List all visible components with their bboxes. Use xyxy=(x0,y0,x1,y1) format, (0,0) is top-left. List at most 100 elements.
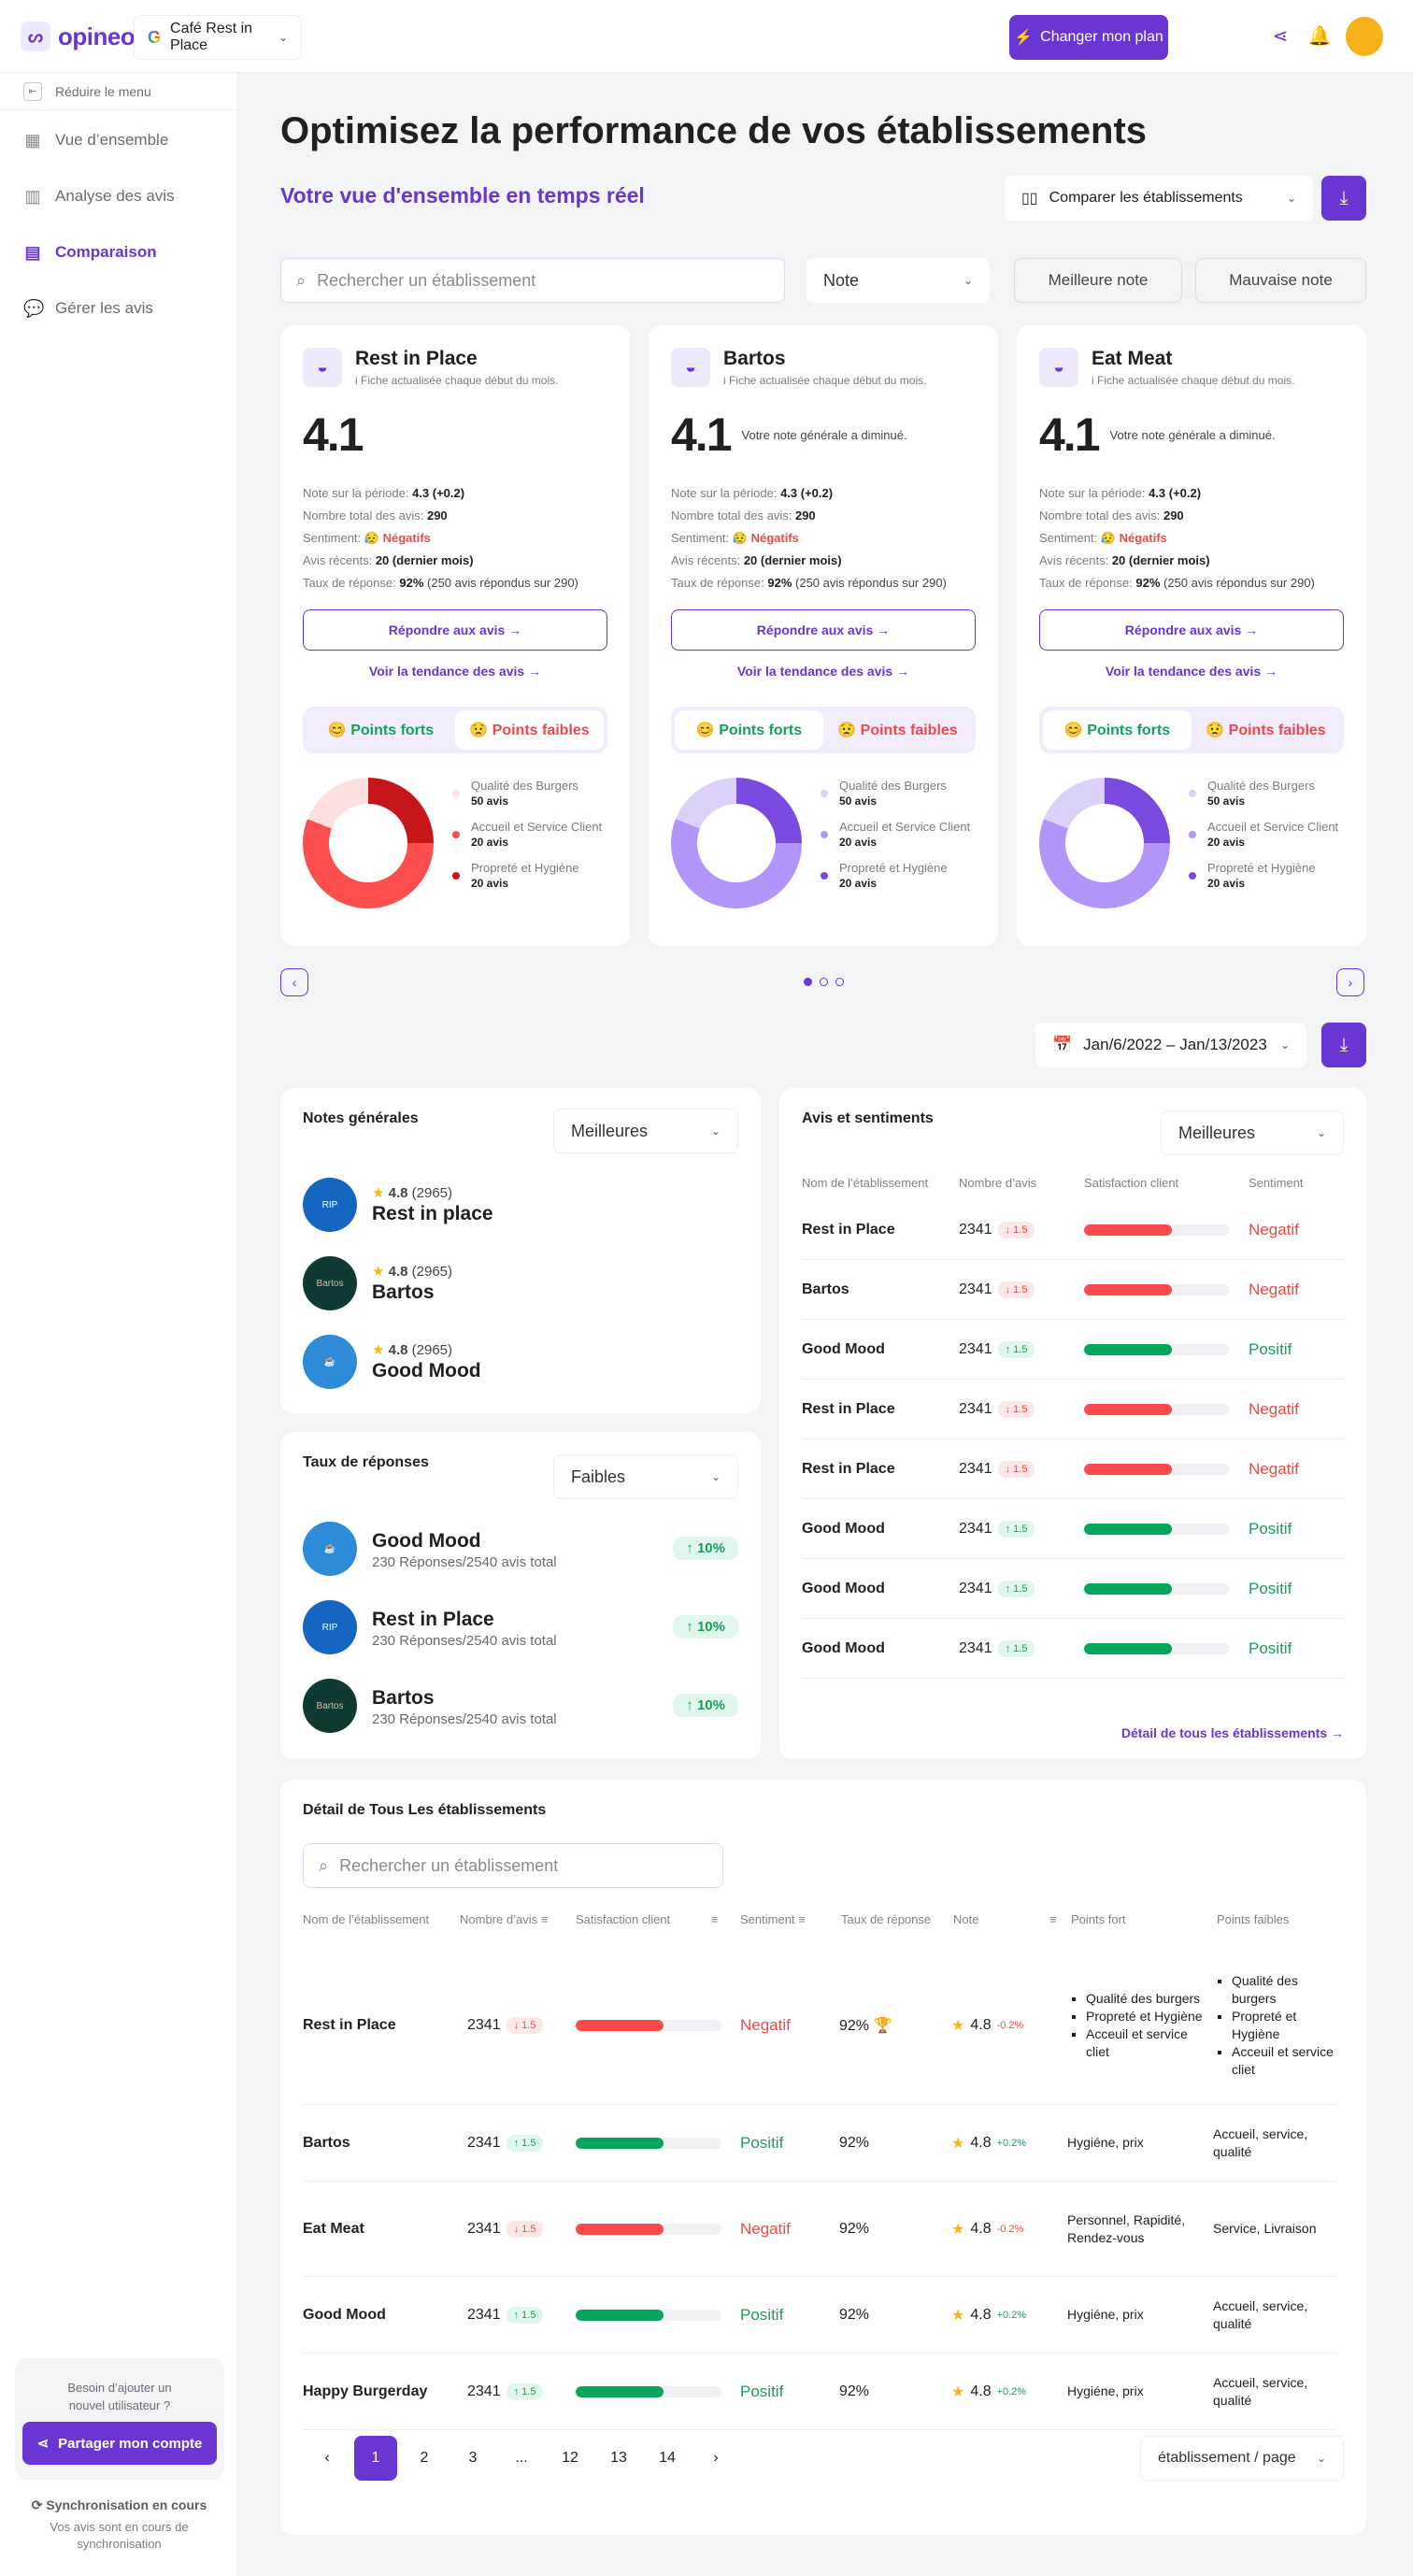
download-button[interactable]: ⤓ xyxy=(1321,176,1366,221)
table-row[interactable]: Bartos 2341 ↓ 1.5 Negatif xyxy=(802,1260,1344,1320)
page-button[interactable]: 3 xyxy=(468,2450,478,2466)
delta-badge: ↑ 1.5 xyxy=(997,1580,1035,1597)
per-page-select[interactable]: établissement / page ⌄ xyxy=(1140,2436,1344,2481)
tab-strengths[interactable]: 😊 Points forts xyxy=(1043,710,1192,750)
sync-icon: ⟳ xyxy=(31,2497,47,2512)
compare-establishments-dropdown[interactable]: ▯▯ Comparer les établissements ⌄ xyxy=(1005,176,1313,221)
review-count: 2341 xyxy=(959,1400,992,1417)
page-button[interactable]: 2 xyxy=(420,2450,429,2466)
table-row[interactable]: Rest in Place 2341 ↓ 1.5 Negatif 92% 🏆 ★ 4… xyxy=(303,1946,1336,2105)
page-button[interactable]: 13 xyxy=(610,2450,627,2466)
page-button[interactable]: 14 xyxy=(659,2450,676,2466)
tab-strengths[interactable]: 😊 Points forts xyxy=(327,723,435,738)
share-button-label: Partager mon compte xyxy=(58,2435,203,2452)
sidebar-item-label: Vue d’ensemble xyxy=(55,131,169,149)
strengths-weaknesses-toggle: 😊 Points forts 😟 Points faibles xyxy=(671,707,976,753)
tab-weaknesses[interactable]: 😟 Points faibles xyxy=(837,723,958,738)
sidebar-item-overview[interactable]: ▦ Vue d’ensemble xyxy=(0,112,237,168)
avatar[interactable] xyxy=(1346,17,1383,56)
all-establishments-link[interactable]: Détail de tous les établissements → xyxy=(1120,1725,1344,1740)
reply-reviews-button[interactable]: Répondre aux avis → xyxy=(303,609,607,651)
carousel-prev-button[interactable]: ‹ xyxy=(280,968,308,996)
sidebar-item-analysis[interactable]: ▥ Analyse des avis xyxy=(0,168,237,224)
satisfaction-bar xyxy=(1084,1582,1230,1595)
column-header-reviews[interactable]: Nombre d’avis ≡ xyxy=(460,1912,549,1926)
date-range-picker[interactable]: 📅 Jan/6/2022 – Jan/13/2023 ⌄ xyxy=(1035,1023,1306,1067)
page-button[interactable]: 12 xyxy=(562,2450,578,2466)
table-row[interactable]: Bartos 2341 ↑ 1.5 Positif 92% ★ 4.8 +0.2% H… xyxy=(303,2105,1336,2182)
page-title: Optimisez la performance de vos établiss… xyxy=(280,110,1148,151)
view-trend-link[interactable]: Voir la tendance des avis → xyxy=(1105,664,1278,679)
sidebar-item-manage-reviews[interactable]: 💬 Gérer les avis xyxy=(0,280,237,336)
carousel-dots xyxy=(804,978,844,986)
tab-weaknesses[interactable]: 😟 Points faibles xyxy=(1206,723,1326,738)
table-row[interactable]: Good Mood 2341 ↑ 1.5 Positif xyxy=(802,1499,1344,1559)
worst-rating-button[interactable]: Mauvaise note xyxy=(1195,258,1366,303)
table-row[interactable]: Good Mood 2341 ↑ 1.5 Positif 92% ★ 4.8 +0.2… xyxy=(303,2277,1336,2354)
collapse-menu-button[interactable]: ⇤ Réduire le menu xyxy=(0,73,237,110)
establishment-name: Good Mood xyxy=(802,1580,885,1596)
detail-search-input[interactable]: ⌕ Rechercher un établissement xyxy=(303,1843,723,1888)
share-account-button[interactable]: ⋖ Partager mon compte xyxy=(22,2422,217,2465)
reply-reviews-button[interactable]: Répondre aux avis → xyxy=(1039,609,1344,651)
table-row[interactable]: Good Mood 2341 ↑ 1.5 Positif xyxy=(802,1619,1344,1679)
change-plan-button[interactable]: ⚡ Changer mon plan xyxy=(1009,15,1168,60)
sentiment-label: Positif xyxy=(1249,1579,1292,1597)
table-row[interactable]: Rest in Place 2341 ↓ 1.5 Negatif xyxy=(802,1380,1344,1439)
ranking-item[interactable]: ☕ ★ 4.8 (2965) Good Mood xyxy=(303,1335,481,1389)
response-filter-select[interactable]: Faibles ⌄ xyxy=(553,1454,738,1499)
table-row[interactable]: Rest in Place 2341 ↓ 1.5 Negatif xyxy=(802,1439,1344,1499)
tab-strengths[interactable]: 😊 Points forts xyxy=(675,710,823,750)
carousel-dot[interactable] xyxy=(820,978,828,986)
table-row[interactable]: Good Mood 2341 ↑ 1.5 Positif xyxy=(802,1559,1344,1619)
satisfaction-bar xyxy=(576,2309,721,2321)
logo[interactable]: ᔕ opineo xyxy=(21,21,136,51)
share-icon[interactable]: ⋖ xyxy=(1272,25,1289,47)
sad-emoji-icon: 😥 xyxy=(732,531,748,545)
prev-page-button[interactable]: ‹ xyxy=(324,2450,330,2466)
establishment-logo: RIP xyxy=(303,1600,357,1654)
ranking-item[interactable]: Bartos ★ 4.8 (2965) Bartos xyxy=(303,1256,452,1310)
google-icon: G xyxy=(148,27,162,47)
table-row[interactable]: Eat Meat 2341 ↓ 1.5 Negatif 92% ★ 4.8 -0.2%… xyxy=(303,2182,1336,2277)
panel-title: Avis et sentiments xyxy=(802,1110,934,1126)
best-rating-button[interactable]: Meilleure note xyxy=(1014,258,1182,303)
ranking-item[interactable]: RIP ★ 4.8 (2965) Rest in place xyxy=(303,1178,493,1232)
response-item[interactable]: RIP Rest in Place 230 Réponses/2540 avis … xyxy=(303,1600,557,1654)
table-row[interactable]: Happy Burgerday 2341 ↑ 1.5 Positif 92% ★ 4… xyxy=(303,2354,1336,2430)
download-button[interactable]: ⤓ xyxy=(1321,1023,1366,1067)
response-item[interactable]: ☕ Good Mood 230 Réponses/2540 avis total xyxy=(303,1522,557,1576)
column-header-sentiment[interactable]: Sentiment ≡ xyxy=(740,1912,806,1926)
strengths: Hygiéne, prix xyxy=(1067,2383,1144,2398)
reply-reviews-button[interactable]: Répondre aux avis → xyxy=(671,609,976,651)
carousel-dot[interactable] xyxy=(835,978,844,986)
sidebar-item-comparison[interactable]: ▤ Comparaison xyxy=(0,224,237,280)
search-input[interactable]: ⌕ Rechercher un établissement xyxy=(280,258,785,303)
table-row[interactable]: Rest in Place 2341 ↓ 1.5 Negatif xyxy=(802,1200,1344,1260)
response-item[interactable]: Bartos Bartos 230 Réponses/2540 avis tota… xyxy=(303,1679,557,1733)
carousel-dot[interactable] xyxy=(804,978,812,986)
card-title: Bartos xyxy=(723,348,786,369)
column-header-note[interactable]: Note ≡ xyxy=(953,1912,1057,1926)
page-button[interactable]: 1 xyxy=(354,2436,397,2481)
sentiment-filter-select[interactable]: Meilleures ⌄ xyxy=(1161,1110,1344,1155)
delta-badge: ↑ 1.5 xyxy=(997,1520,1035,1538)
rating-delta: -0.2% xyxy=(996,2223,1024,2235)
establishment-name: Good Mood xyxy=(802,1340,885,1357)
next-page-button[interactable]: › xyxy=(713,2450,719,2466)
view-trend-link[interactable]: Voir la tendance des avis → xyxy=(736,664,910,679)
view-trend-link[interactable]: Voir la tendance des avis → xyxy=(368,664,542,679)
business-selector[interactable]: G Café Rest in Place ⌄ xyxy=(134,15,302,60)
worst-label: Mauvaise note xyxy=(1229,271,1333,289)
chevron-down-icon: ⌄ xyxy=(710,1124,721,1138)
ratings-filter-select[interactable]: Meilleures ⌄ xyxy=(553,1109,738,1153)
column-header-satisfaction[interactable]: Satisfaction client ≡ xyxy=(576,1912,719,1926)
collapse-icon: ⇤ xyxy=(23,81,42,101)
sentiment-label: Negatif xyxy=(1249,1220,1299,1238)
sort-select[interactable]: Note ⌄ xyxy=(806,258,990,303)
table-row[interactable]: Good Mood 2341 ↑ 1.5 Positif xyxy=(802,1320,1344,1380)
bell-icon[interactable]: 🔔 xyxy=(1307,25,1332,47)
establishment-logo: Bartos xyxy=(303,1256,357,1310)
tab-weaknesses[interactable]: 😟 Points faibles xyxy=(455,710,604,750)
carousel-next-button[interactable]: › xyxy=(1336,968,1364,996)
